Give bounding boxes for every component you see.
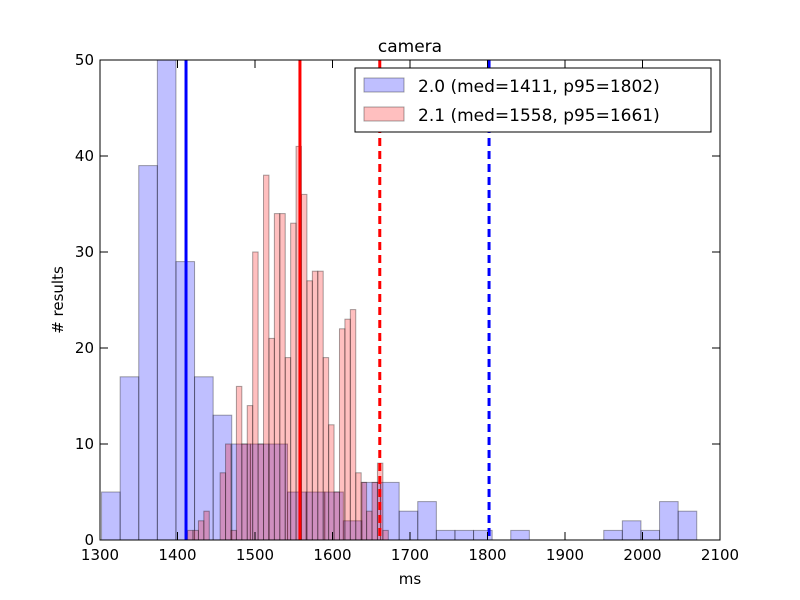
histogram-bar-2-1-16 — [273, 213, 281, 541]
histogram-bar-2-1-15 — [268, 337, 275, 541]
y-tick-label: 10 — [75, 435, 94, 453]
legend-swatch-2-0 — [363, 77, 405, 93]
x-tick-label: 1500 — [236, 546, 274, 564]
histogram-bar-2-1-27 — [333, 491, 340, 541]
histogram-bar-2-1-6 — [219, 472, 227, 541]
y-tick-label: 0 — [84, 531, 94, 549]
histogram-bar-2-1-10 — [241, 443, 248, 541]
histogram-bar-2-1-32 — [360, 481, 368, 541]
x-tick-label: 1700 — [391, 546, 429, 564]
histogram-bar-2-1-18 — [284, 357, 292, 541]
histogram-bar-2-0-23 — [621, 520, 642, 541]
y-axis-label: # results — [49, 266, 67, 334]
histogram-bar-2-0-26 — [677, 510, 698, 541]
histogram-bar-2-0-0 — [101, 491, 121, 541]
histogram-bar-2-0-24 — [640, 529, 661, 541]
series-2-1-bars — [187, 145, 389, 541]
histogram-bar-2-1-13 — [257, 443, 265, 541]
histogram-bar-2-1-12 — [252, 251, 259, 541]
x-tick-label: 2000 — [623, 546, 661, 564]
histogram-bar-2-1-7 — [225, 443, 232, 541]
histogram-bar-2-1-8 — [230, 529, 237, 541]
legend-label-2-1: 2.1 (med=1558, p95=1661) — [418, 106, 660, 126]
x-tick-label: 1800 — [468, 546, 506, 564]
histogram-bar-2-1-26 — [328, 424, 335, 541]
histogram-bar-2-1-14 — [263, 174, 270, 541]
histogram-bar-2-1-29 — [344, 318, 351, 541]
legend-swatch-2-1 — [363, 106, 405, 122]
histogram-bar-2-0-21 — [510, 529, 530, 541]
histogram-bar-2-0-17 — [417, 501, 437, 541]
histogram-bar-2-1-0 — [187, 529, 194, 541]
histogram-bar-2-1-22 — [306, 280, 313, 541]
x-tick-label: 1400 — [158, 546, 196, 564]
histogram-bar-2-1-9 — [235, 385, 243, 541]
histogram-bar-2-1-2 — [197, 520, 205, 541]
histogram-bar-2-1-33 — [366, 510, 373, 541]
histogram-bar-2-1-21 — [301, 193, 308, 541]
x-axis-label: ms — [399, 570, 422, 588]
histogram-bar-2-0-1 — [119, 376, 140, 541]
histogram-bar-2-1-24 — [317, 270, 324, 541]
plot-area — [100, 60, 720, 540]
histogram-bar-2-0-19 — [454, 529, 475, 541]
histogram-bar-2-0-22 — [603, 529, 623, 541]
histogram-bar-2-0-18 — [435, 529, 456, 541]
histogram-bar-2-1-1 — [192, 529, 199, 541]
histogram-bar-2-1-3 — [203, 510, 210, 541]
x-axis: 1300 1400 1500 1600 1700 1800 1900 2000 2100 — [81, 60, 739, 564]
legend: 2.0 (med=1411, p95=1802) 2.1 (med=1558, … — [354, 67, 712, 133]
series-2-0-bars — [101, 59, 698, 541]
x-tick-label: 1900 — [546, 546, 584, 564]
histogram-bar-2-0-3 — [156, 59, 177, 541]
legend-label-2-0: 2.0 (med=1411, p95=1802) — [418, 77, 660, 97]
histogram-bar-2-1-25 — [322, 357, 330, 541]
histogram-bar-2-0-16 — [398, 510, 419, 541]
y-tick-label: 50 — [75, 51, 94, 69]
histogram-bar-2-1-11 — [246, 405, 254, 541]
histogram-bar-2-1-34 — [371, 481, 378, 541]
histogram-bar-2-1-23 — [311, 270, 319, 541]
y-axis: 0 10 20 30 40 50 — [75, 51, 720, 549]
y-tick-label: 20 — [75, 339, 94, 357]
y-tick-label: 30 — [75, 243, 94, 261]
y-tick-label: 40 — [75, 147, 94, 165]
x-tick-label: 1600 — [313, 546, 351, 564]
legend-box — [354, 67, 712, 133]
x-tick-label: 2100 — [701, 546, 739, 564]
histogram-bar-2-1-17 — [279, 213, 286, 541]
histogram-bar-2-1-19 — [290, 222, 297, 541]
histogram-bar-2-0-2 — [138, 165, 158, 541]
x-tick-label: 1300 — [81, 546, 119, 564]
histogram-bar-2-1-30 — [349, 309, 357, 541]
histogram-bar-2-1-31 — [355, 472, 362, 541]
stat-lines — [184, 60, 491, 540]
histogram-bar-2-1-28 — [338, 328, 346, 541]
chart-title: camera — [378, 37, 442, 57]
histogram-bar-2-1-36 — [382, 529, 389, 541]
histogram-bar-2-0-25 — [659, 501, 679, 541]
